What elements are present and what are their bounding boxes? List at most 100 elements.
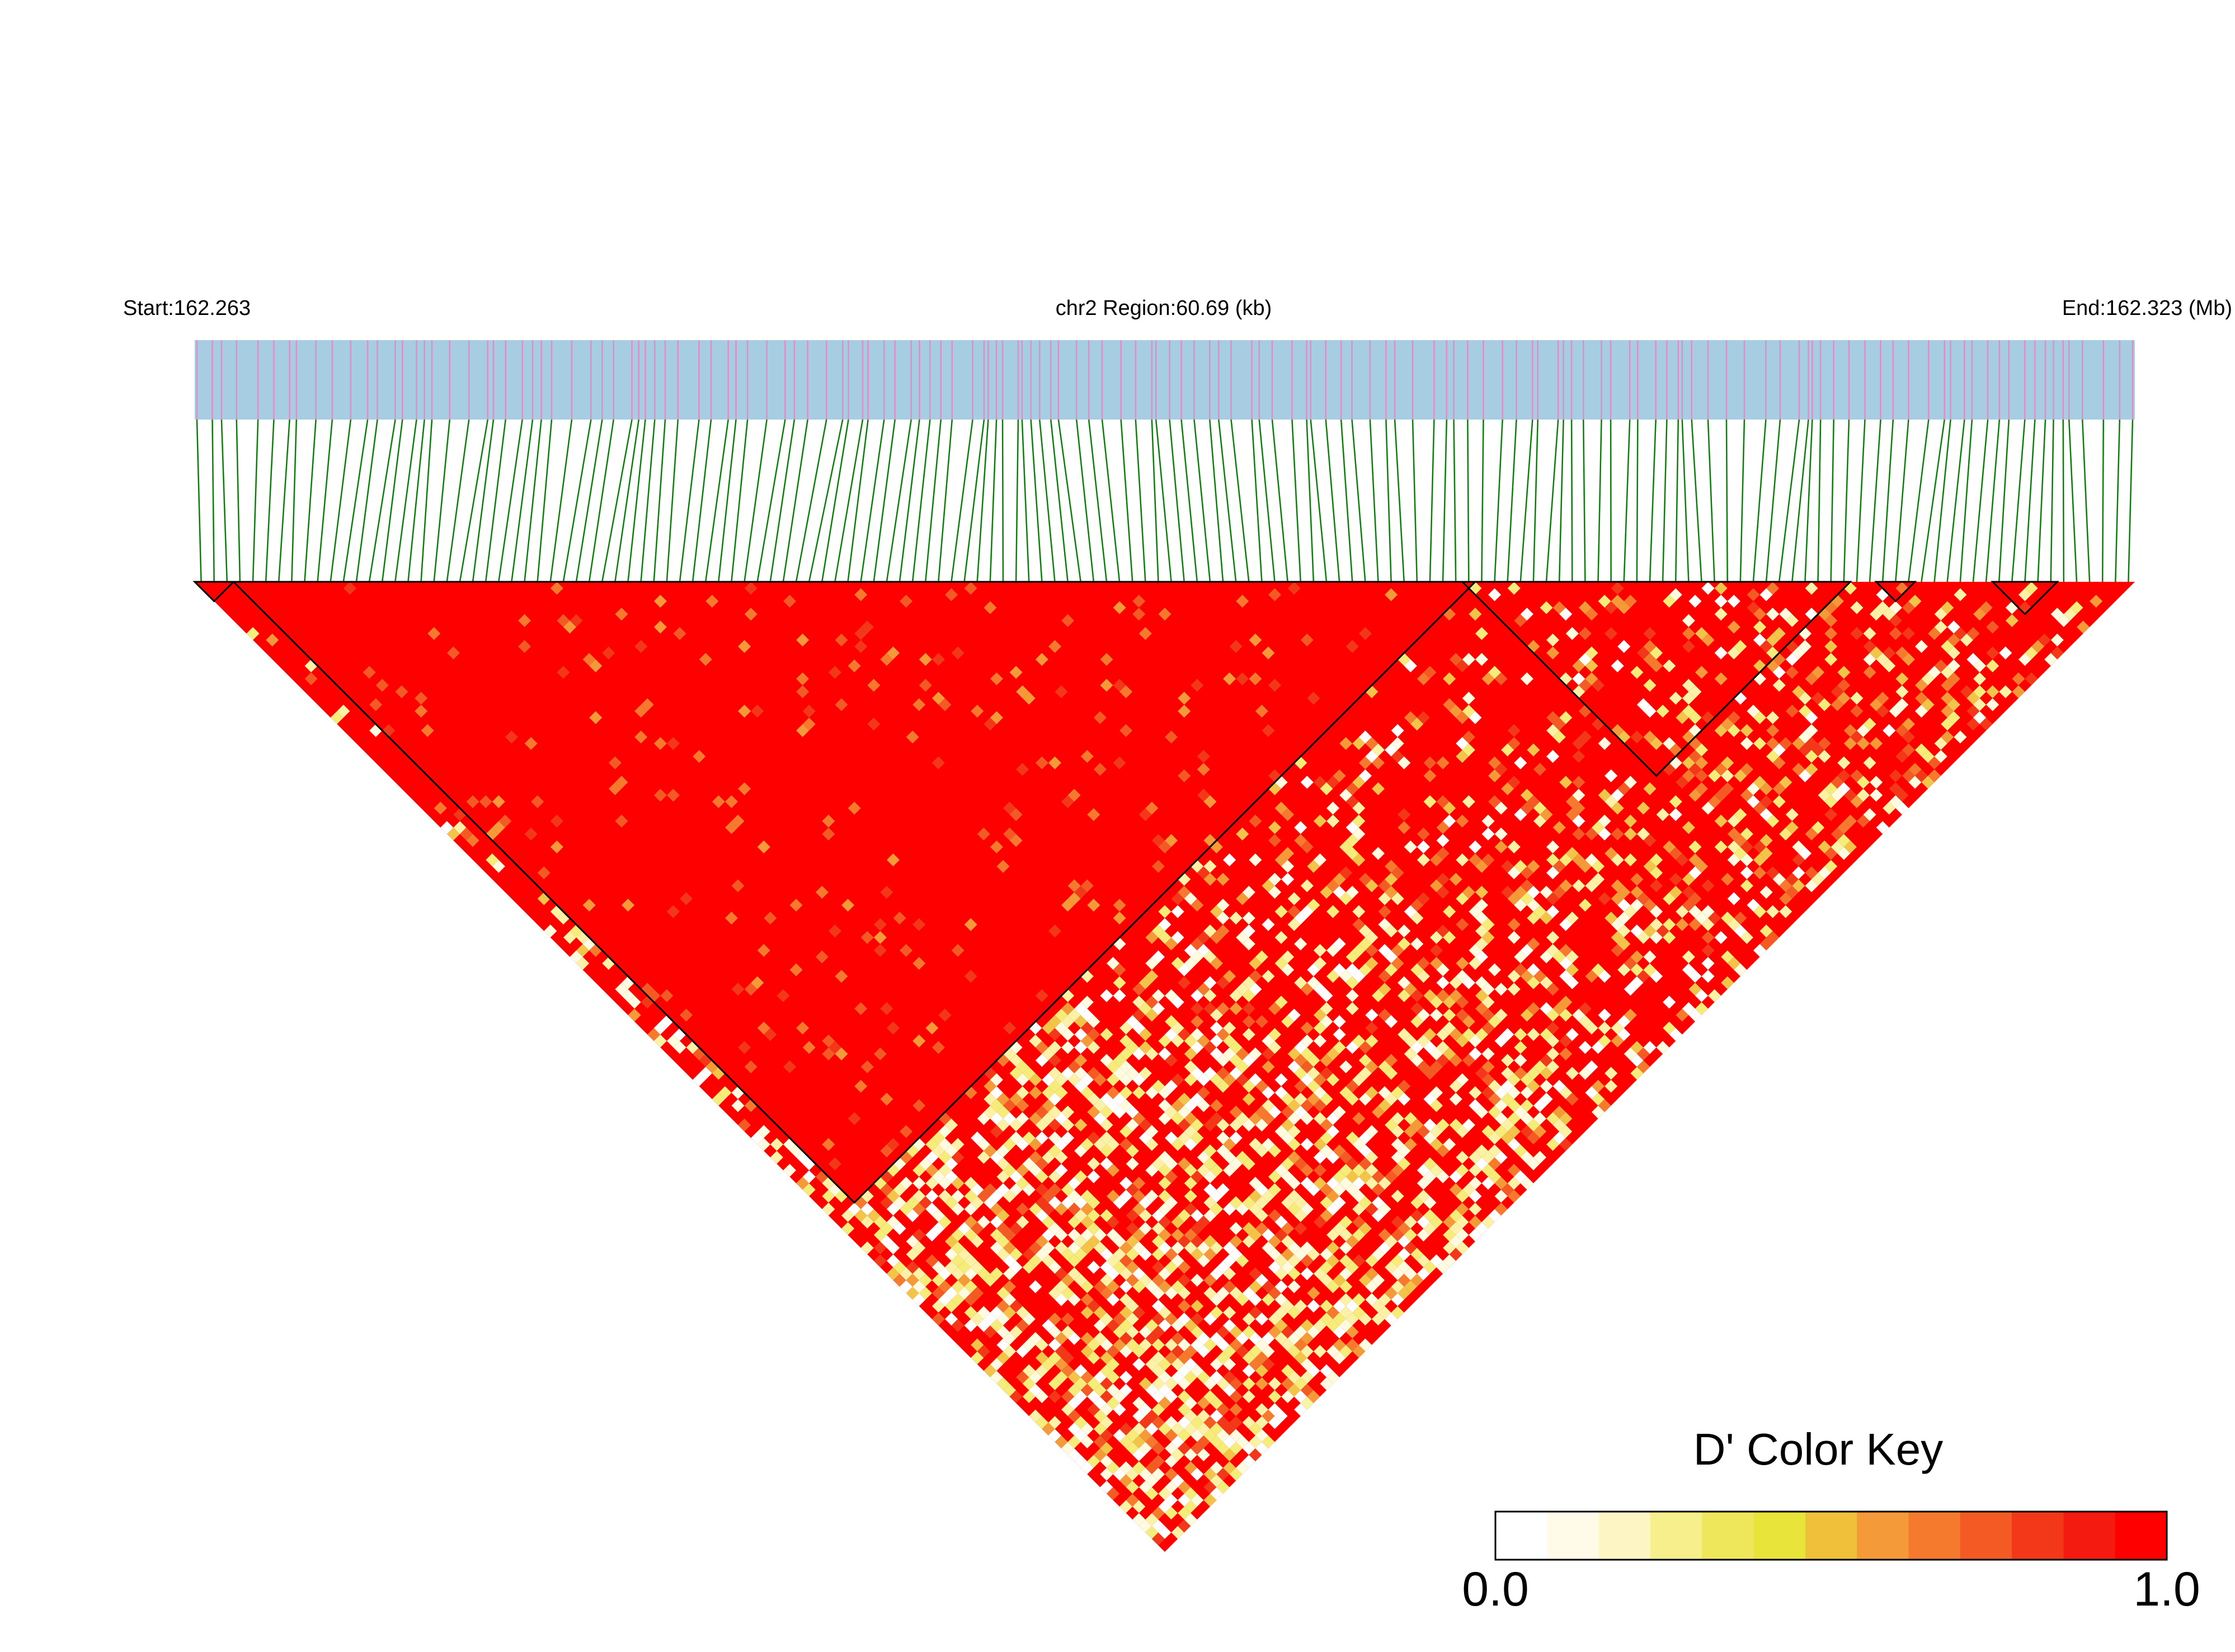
ld-cell: [1016, 1345, 1029, 1358]
ld-cell: [1165, 937, 1178, 950]
snp-connector: [2128, 419, 2134, 582]
ld-cell: [783, 595, 797, 608]
ld-cell: [1113, 898, 1126, 912]
ld-cell: [1928, 627, 1941, 641]
ld-cell: [1766, 931, 1780, 944]
ld-cell: [1507, 1112, 1521, 1126]
ld-cell: [1171, 1422, 1184, 1436]
ld-cell: [1611, 802, 1624, 815]
ld-cell: [1759, 846, 1773, 860]
ld-cell: [1313, 853, 1326, 867]
ld-cell: [1385, 743, 1398, 757]
ld-cell: [459, 827, 473, 841]
ld-cell: [822, 1034, 835, 1048]
ld-cell: [738, 1118, 751, 1132]
ld-cell: [1624, 1008, 1637, 1022]
ld-cell: [1688, 788, 1702, 802]
ld-cell: [996, 1209, 1010, 1222]
ld-cell: [1236, 672, 1249, 685]
ld-cell: [1223, 1241, 1236, 1255]
snp-connector: [330, 419, 352, 582]
ld-cell: [1294, 834, 1307, 847]
ld-cell: [1766, 711, 1780, 724]
ld-cell: [1119, 1022, 1133, 1035]
ld-cell: [1385, 886, 1398, 899]
color-key-legend: D' Color Key 0.0 1.0: [1462, 1424, 2200, 1616]
ld-cell: [1385, 1053, 1398, 1067]
ld-cell: [1197, 1073, 1210, 1086]
ld-cell: [2076, 620, 2090, 634]
ld-cell: [1029, 1164, 1042, 1177]
ld-cell: [1042, 1202, 1055, 1216]
ld-cell: [1358, 1196, 1372, 1209]
ld-cell: [1520, 1099, 1533, 1112]
ld-cell: [1456, 1164, 1469, 1177]
ld-cell: [531, 795, 544, 808]
ld-cell: [1249, 1073, 1262, 1086]
ld-cell: [1650, 737, 1663, 750]
ld-block-outlines: [192, 581, 2059, 1204]
ld-cell: [1067, 1202, 1081, 1216]
ld-cell: [1313, 957, 1326, 970]
ld-cell: [1132, 1396, 1146, 1410]
snp-connector: [1230, 419, 1250, 582]
ld-cell: [900, 595, 913, 608]
ld-cell: [1184, 1345, 1197, 1358]
ld-cell: [738, 704, 751, 718]
ld-cell: [557, 666, 570, 679]
ld-cell: [1106, 1086, 1120, 1099]
snp-connector: [2024, 419, 2036, 582]
ld-cell: [1721, 873, 1734, 886]
ld-cell: [854, 1209, 868, 1222]
snp-connector: [1623, 419, 1631, 582]
ld-cell: [1565, 627, 1579, 641]
ld-cell: [971, 1196, 984, 1209]
ld-cell: [1546, 840, 1560, 854]
ld-cell: [1721, 782, 1734, 796]
ld-cell: [971, 1235, 984, 1248]
ld-cell: [1151, 1403, 1165, 1416]
ld-cell: [1138, 1067, 1152, 1080]
ld-cell: [1947, 646, 1960, 660]
ld-cell: [1514, 860, 1527, 873]
ld-cell: [1093, 1448, 1107, 1462]
ld-cell: [1067, 1241, 1081, 1255]
ld-cell: [1514, 1041, 1527, 1054]
ld-cell: [893, 911, 906, 925]
ld-cell: [1843, 724, 1857, 737]
ld-cell: [1151, 834, 1165, 847]
ld-cell: [1300, 1202, 1314, 1216]
ld-cell: [1294, 1222, 1307, 1235]
snp-connector: [2062, 419, 2065, 582]
ld-cell: [1636, 1060, 1650, 1074]
ld-cell: [1210, 1099, 1224, 1112]
ld-cell: [1003, 1345, 1017, 1358]
ld-cell: [666, 905, 680, 919]
ld-cell: [1132, 1267, 1146, 1281]
ld-cell: [1132, 1461, 1146, 1475]
ld-cell: [1035, 1131, 1048, 1145]
ld-cell: [1055, 1151, 1068, 1164]
ld-cell: [828, 924, 841, 938]
ld-cell: [1391, 724, 1404, 737]
ld-cell: [828, 666, 841, 679]
ld-cell: [1436, 846, 1450, 860]
ld-cell: [1494, 1086, 1508, 1099]
ld-cell: [1203, 1209, 1217, 1222]
ld-cell: [1268, 821, 1282, 834]
ld-cell: [1572, 659, 1585, 672]
ld-cell: [1462, 730, 1475, 743]
ld-cell: [1552, 717, 1566, 731]
snp-connector: [1209, 419, 1224, 582]
ld-cell: [1358, 627, 1372, 641]
ld-cell: [1954, 588, 1967, 601]
ld-cell: [1080, 1306, 1094, 1319]
ld-cell: [815, 886, 829, 899]
ld-cell: [1333, 769, 1346, 783]
ld-cell: [1565, 911, 1579, 925]
ld-cell: [1197, 1422, 1210, 1436]
ld-cell: [1527, 1080, 1540, 1093]
ld-cell: [1921, 698, 1935, 712]
ld-cell: [1378, 1008, 1391, 1022]
ld-cell: [1734, 846, 1747, 860]
